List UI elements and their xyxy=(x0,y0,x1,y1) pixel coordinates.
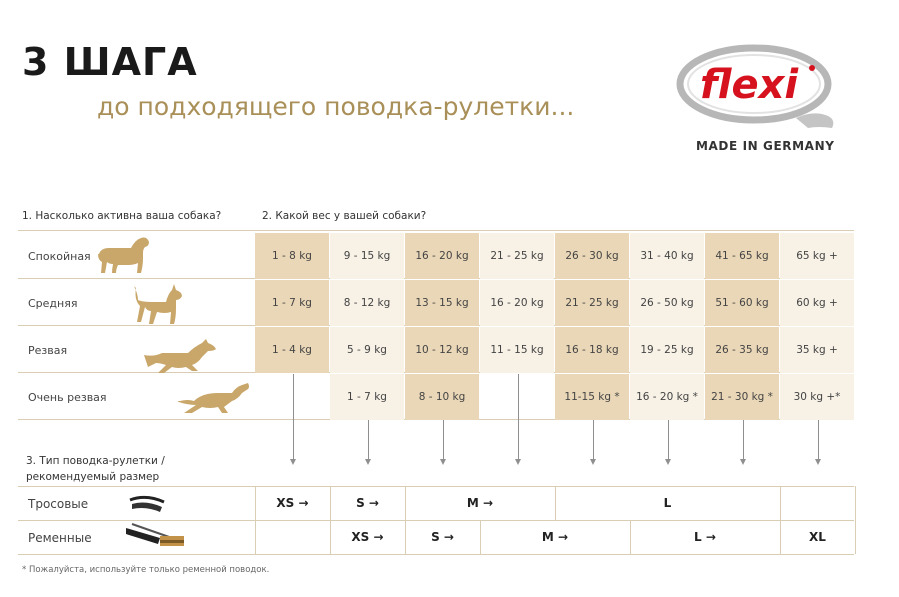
weight-cell: 35 kg + xyxy=(780,327,854,373)
weight-cell: 16 - 20 kg * xyxy=(630,374,704,420)
column-arrow xyxy=(292,374,294,459)
weight-cell: 26 - 35 kg xyxy=(705,327,779,373)
column-arrow xyxy=(592,420,594,459)
size-divider xyxy=(480,520,481,554)
size-divider xyxy=(855,486,856,520)
size-divider xyxy=(780,520,781,554)
weight-cell: 8 - 10 kg xyxy=(405,374,479,420)
weight-cell: 21 - 30 kg * xyxy=(705,374,779,420)
weight-cell: 30 kg +* xyxy=(780,374,854,420)
column-arrow xyxy=(667,420,669,459)
cord-leash-icon xyxy=(129,495,165,512)
arrow-head xyxy=(814,459,821,465)
leash-size-cell: M → xyxy=(466,496,494,510)
leash-size-cell: XL xyxy=(809,530,826,544)
activity-label: Резвая xyxy=(28,344,68,357)
very-lively-dog-icon xyxy=(178,383,249,413)
weight-cell: 9 - 15 kg xyxy=(330,233,404,279)
size-divider xyxy=(855,520,856,554)
weight-cell: 11-15 kg * xyxy=(555,374,629,420)
step3-question-line2: рекомендуемый размер xyxy=(26,471,160,483)
lively-dog-icon xyxy=(144,339,216,373)
column-arrow xyxy=(517,374,519,459)
leash-size-cell xyxy=(780,486,855,520)
weight-cell: 1 - 7 kg xyxy=(255,280,329,326)
grid-line xyxy=(18,520,854,521)
leash-size-cell xyxy=(255,520,330,554)
calm-dog-icon xyxy=(98,237,149,273)
weight-cell: 41 - 65 kg xyxy=(705,233,779,279)
leash-type-label: Ременные xyxy=(28,531,92,545)
weight-cell: 11 - 15 kg xyxy=(480,327,554,373)
activity-label: Спокойная xyxy=(28,250,91,263)
size-divider xyxy=(630,520,631,554)
arrow-head xyxy=(439,459,446,465)
size-divider xyxy=(780,486,781,520)
size-divider xyxy=(405,486,406,520)
weight-cell: 26 - 30 kg xyxy=(555,233,629,279)
weight-cell: 16 - 20 kg xyxy=(480,280,554,326)
weight-cell: 5 - 9 kg xyxy=(330,327,404,373)
leash-size-cell: S → xyxy=(431,530,454,544)
leash-type-label: Тросовые xyxy=(28,497,89,511)
leash-size-cell: M → xyxy=(541,530,569,544)
footnote: * Пожалуйста, используйте только ременно… xyxy=(22,565,270,575)
weight-cell: 65 kg + xyxy=(780,233,854,279)
arrow-head xyxy=(664,459,671,465)
size-divider xyxy=(255,520,256,554)
leash-size-cell: XS → xyxy=(351,530,384,544)
step1-question: 1. Насколько активна ваша собака? xyxy=(22,210,222,222)
leash-size-cell: XS → xyxy=(276,496,309,510)
weight-cell: 1 - 8 kg xyxy=(255,233,329,279)
flexi-logo: flexi xyxy=(676,44,834,128)
leash-size-cell: S → xyxy=(356,496,379,510)
grid-line xyxy=(18,230,854,231)
arrow-head xyxy=(289,459,296,465)
weight-cell: 60 kg + xyxy=(780,280,854,326)
weight-cell: 31 - 40 kg xyxy=(630,233,704,279)
weight-cell: 10 - 12 kg xyxy=(405,327,479,373)
column-arrow xyxy=(742,420,744,459)
arrow-head xyxy=(589,459,596,465)
weight-cell: 16 - 18 kg xyxy=(555,327,629,373)
size-divider xyxy=(405,520,406,554)
size-divider xyxy=(255,486,256,520)
weight-cell: 21 - 25 kg xyxy=(480,233,554,279)
weight-cell: 21 - 25 kg xyxy=(555,280,629,326)
size-divider xyxy=(555,486,556,520)
tape-leash-icon xyxy=(126,523,184,546)
column-arrow xyxy=(367,420,369,459)
arrow-head xyxy=(739,459,746,465)
page-subtitle: до подходящего поводка-рулетки... xyxy=(97,92,575,121)
column-arrow xyxy=(817,420,819,459)
weight-cell: 8 - 12 kg xyxy=(330,280,404,326)
leash-size-cell: L → xyxy=(694,530,716,544)
weight-cell: 1 - 4 kg xyxy=(255,327,329,373)
weight-cell: 51 - 60 kg xyxy=(705,280,779,326)
weight-cell: 26 - 50 kg xyxy=(630,280,704,326)
medium-dog-icon xyxy=(134,284,182,324)
grid-line xyxy=(18,554,854,555)
size-divider xyxy=(330,520,331,554)
grid-line xyxy=(18,486,854,487)
step3-question: 3. Тип поводка-рулетки / xyxy=(26,455,165,467)
leash-size-cell: L xyxy=(663,496,672,510)
arrow-head xyxy=(514,459,521,465)
column-arrow xyxy=(442,420,444,459)
arrow-head xyxy=(364,459,371,465)
activity-label: Средняя xyxy=(28,297,78,310)
weight-cell: 13 - 15 kg xyxy=(405,280,479,326)
page-title: 3 ШАГА xyxy=(22,40,198,84)
brand-wordmark: flexi xyxy=(700,62,799,108)
weight-cell: 16 - 20 kg xyxy=(405,233,479,279)
size-divider xyxy=(330,486,331,520)
made-in-label: MADE IN GERMANY xyxy=(696,139,835,153)
weight-cell: 19 - 25 kg xyxy=(630,327,704,373)
weight-cell: 1 - 7 kg xyxy=(330,374,404,420)
step2-question: 2. Какой вес у вашей собаки? xyxy=(262,210,427,222)
activity-label: Очень резвая xyxy=(28,391,107,404)
